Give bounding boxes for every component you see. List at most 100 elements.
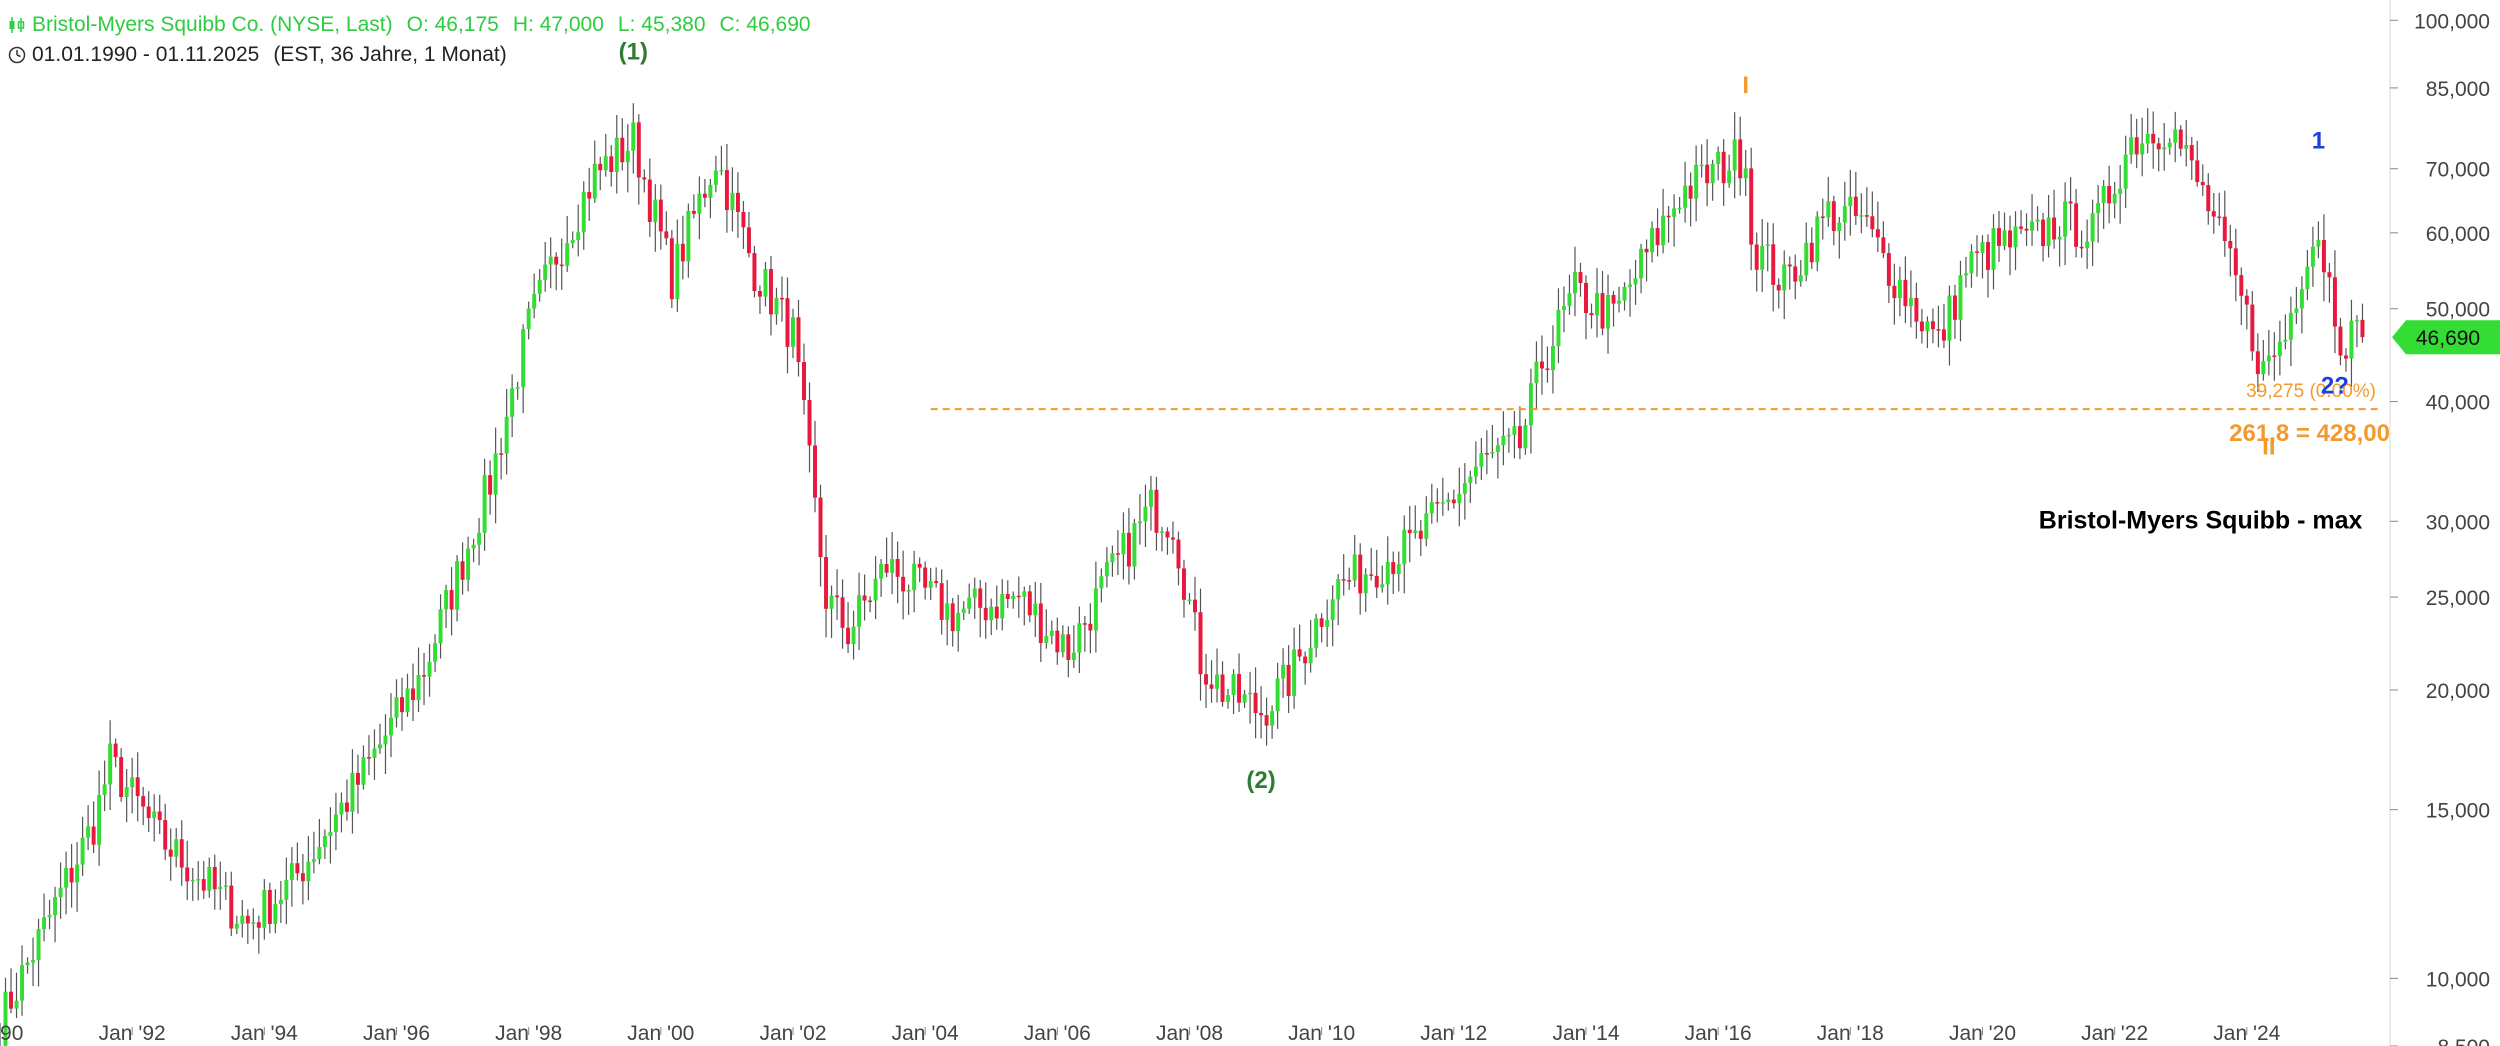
- candle-body[interactable]: [1093, 588, 1098, 631]
- candle-body[interactable]: [1606, 294, 1611, 329]
- candle-body[interactable]: [1820, 216, 1825, 218]
- candle-body[interactable]: [1567, 293, 1572, 307]
- candle-body[interactable]: [377, 744, 382, 749]
- candle-body[interactable]: [20, 965, 25, 1001]
- candle-body[interactable]: [1220, 674, 1225, 702]
- candle-body[interactable]: [2189, 145, 2194, 161]
- candle-body[interactable]: [1055, 630, 1060, 653]
- candle-body[interactable]: [1044, 635, 1049, 644]
- candle-body[interactable]: [2184, 145, 2189, 149]
- candle-body[interactable]: [631, 122, 636, 151]
- candle-body[interactable]: [625, 150, 630, 163]
- candle-body[interactable]: [565, 243, 570, 266]
- candle-body[interactable]: [1980, 242, 1985, 253]
- candle-body[interactable]: [2145, 133, 2150, 144]
- candle-body[interactable]: [2283, 339, 2288, 342]
- candle-body[interactable]: [1572, 272, 1577, 294]
- candle-body[interactable]: [1749, 168, 1754, 245]
- candle-body[interactable]: [1512, 426, 1517, 435]
- candle-body[interactable]: [2299, 289, 2304, 309]
- candle-body[interactable]: [923, 567, 928, 588]
- x-axis[interactable]: Jan '92 Jan '94 Jan '96 Jan '98 Jan '00 Jan '…: [0, 1022, 2281, 1045]
- candle-body[interactable]: [102, 784, 107, 796]
- candle-body[interactable]: [477, 532, 482, 545]
- candle-body[interactable]: [1798, 275, 1803, 282]
- candle-body[interactable]: [1479, 453, 1484, 467]
- candle-body[interactable]: [14, 1000, 19, 1009]
- candle-body[interactable]: [1754, 244, 1759, 270]
- candle-body[interactable]: [179, 839, 184, 868]
- candle-body[interactable]: [1842, 206, 1847, 223]
- candle-body[interactable]: [372, 748, 377, 758]
- candle-body[interactable]: [1407, 529, 1412, 534]
- candle-body[interactable]: [1655, 228, 1660, 246]
- candle-body[interactable]: [2244, 295, 2249, 305]
- candle-body[interactable]: [2057, 236, 2062, 240]
- candle-body[interactable]: [245, 915, 250, 924]
- candle-body[interactable]: [763, 268, 768, 297]
- candle-body[interactable]: [1782, 264, 1787, 291]
- candle-body[interactable]: [1385, 562, 1390, 585]
- candle-body[interactable]: [1815, 216, 1820, 263]
- candle-body[interactable]: [2151, 133, 2156, 144]
- candle-body[interactable]: [1292, 649, 1297, 696]
- candle-body[interactable]: [1154, 489, 1159, 533]
- candle-body[interactable]: [2013, 226, 2018, 248]
- candle-body[interactable]: [2360, 319, 2365, 338]
- candle-body[interactable]: [1771, 244, 1776, 285]
- candle-body[interactable]: [2052, 217, 2057, 240]
- candle-body[interactable]: [361, 757, 366, 785]
- candle-body[interactable]: [2129, 137, 2134, 155]
- candle-body[interactable]: [1506, 434, 1511, 437]
- candle-body[interactable]: [978, 588, 983, 608]
- candle-body[interactable]: [1809, 242, 1814, 263]
- candle-body[interactable]: [2222, 216, 2227, 242]
- candle-body[interactable]: [1578, 272, 1583, 283]
- candle-body[interactable]: [1165, 531, 1170, 538]
- candle-body[interactable]: [768, 268, 773, 315]
- candle-body[interactable]: [1182, 568, 1186, 600]
- candle-body[interactable]: [300, 873, 305, 882]
- candle-body[interactable]: [1264, 715, 1269, 726]
- candle-body[interactable]: [344, 802, 349, 812]
- candle-body[interactable]: [1550, 345, 1555, 371]
- candle-body[interactable]: [58, 887, 63, 898]
- candle-body[interactable]: [471, 544, 476, 549]
- candle-body[interactable]: [1644, 248, 1649, 253]
- candle-body[interactable]: [1903, 279, 1908, 307]
- candle-body[interactable]: [1650, 228, 1655, 253]
- candle-body[interactable]: [1963, 273, 1968, 276]
- candle-body[interactable]: [581, 192, 586, 233]
- candle-body[interactable]: [1204, 674, 1208, 685]
- candle-body[interactable]: [1545, 368, 1550, 371]
- candle-body[interactable]: [366, 757, 371, 759]
- candle-body[interactable]: [350, 772, 355, 812]
- candle-body[interactable]: [972, 588, 977, 598]
- candle-body[interactable]: [75, 864, 80, 883]
- candle-body[interactable]: [1908, 298, 1913, 307]
- candle-body[interactable]: [2101, 185, 2106, 203]
- candle-body[interactable]: [333, 814, 338, 832]
- candle-body[interactable]: [455, 561, 460, 610]
- candle-body[interactable]: [1000, 593, 1005, 619]
- candle-body[interactable]: [989, 606, 994, 621]
- candle-body[interactable]: [2090, 213, 2095, 242]
- candle-body[interactable]: [680, 243, 685, 262]
- candle-body[interactable]: [1732, 139, 1737, 171]
- candle-body[interactable]: [146, 806, 151, 818]
- candle-body[interactable]: [1837, 222, 1842, 232]
- candle-body[interactable]: [1396, 564, 1401, 575]
- candle-body[interactable]: [1303, 656, 1308, 664]
- candle-body[interactable]: [1281, 664, 1286, 679]
- candle-body[interactable]: [2008, 230, 2013, 248]
- candle-body[interactable]: [1033, 603, 1038, 616]
- candle-body[interactable]: [1897, 279, 1902, 299]
- candle-body[interactable]: [108, 743, 113, 785]
- candle-body[interactable]: [240, 915, 245, 924]
- candle-body[interactable]: [620, 137, 625, 163]
- candle-body[interactable]: [482, 475, 487, 533]
- candle-body[interactable]: [3, 991, 8, 1046]
- candle-body[interactable]: [1760, 245, 1765, 270]
- candle-body[interactable]: [757, 291, 762, 297]
